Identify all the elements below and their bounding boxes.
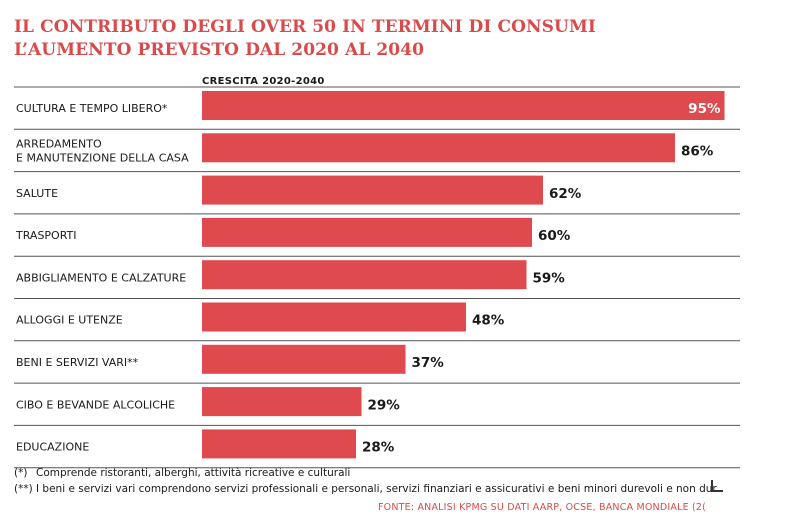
value-label: 86% xyxy=(681,143,714,159)
bar xyxy=(202,133,675,163)
bar xyxy=(202,387,362,417)
value-label: 59% xyxy=(533,270,566,286)
category-label: ABBIGLIAMENTO E CALZATURE xyxy=(16,271,186,284)
bar xyxy=(202,302,466,332)
category-label: ALLOGGI E UTENZE xyxy=(16,314,123,327)
expand-corner-icon[interactable] xyxy=(711,480,723,492)
bar xyxy=(202,217,532,247)
bar xyxy=(202,344,406,374)
footnote-2: (**) I beni e servizi vari comprendono se… xyxy=(14,483,717,495)
value-label: 60% xyxy=(538,228,571,244)
category-label: CIBO E BEVANDE ALCOLICHE xyxy=(16,398,175,411)
category-label: EDUCAZIONE xyxy=(16,441,89,454)
footnote-2-mark: (**) xyxy=(14,483,33,495)
value-label: 95% xyxy=(688,101,721,117)
category-label: ARREDAMENTO E MANUTENZIONE DELLA CASA xyxy=(16,137,189,164)
value-label: 37% xyxy=(412,355,445,371)
value-label: 62% xyxy=(549,186,582,202)
footnote-1: (*) Comprende ristoranti, alberghi, attiv… xyxy=(14,467,350,479)
footnote-1-mark: (*) xyxy=(14,467,28,479)
bar xyxy=(202,175,543,205)
footnote-2-text: I beni e servizi vari comprendono serviz… xyxy=(36,483,717,495)
value-label: 28% xyxy=(362,440,395,456)
footnote-1-text: Comprende ristoranti, alberghi, attività… xyxy=(36,467,351,479)
category-label: CULTURA E TEMPO LIBERO* xyxy=(16,102,168,115)
bar xyxy=(202,429,356,459)
bar xyxy=(202,91,725,120)
value-label: 29% xyxy=(368,397,401,413)
chart-title-line-2: L’AUMENTO PREVISTO DAL 2020 AL 2040 xyxy=(14,40,425,60)
value-label: 48% xyxy=(472,313,505,329)
bar xyxy=(202,260,527,290)
category-label: SALUTE xyxy=(16,187,58,200)
category-label: TRASPORTI xyxy=(15,229,77,242)
category-label: BENI E SERVIZI VARI** xyxy=(16,356,139,369)
source-note: FONTE: ANALISI KPMG SU DATI AARP, OCSE, … xyxy=(378,502,707,513)
chart-title-line-1: IL CONTRIBUTO DEGLI OVER 50 IN TERMINI D… xyxy=(14,17,596,37)
chart-subtitle: CRESCITA 2020-2040 xyxy=(202,76,325,87)
